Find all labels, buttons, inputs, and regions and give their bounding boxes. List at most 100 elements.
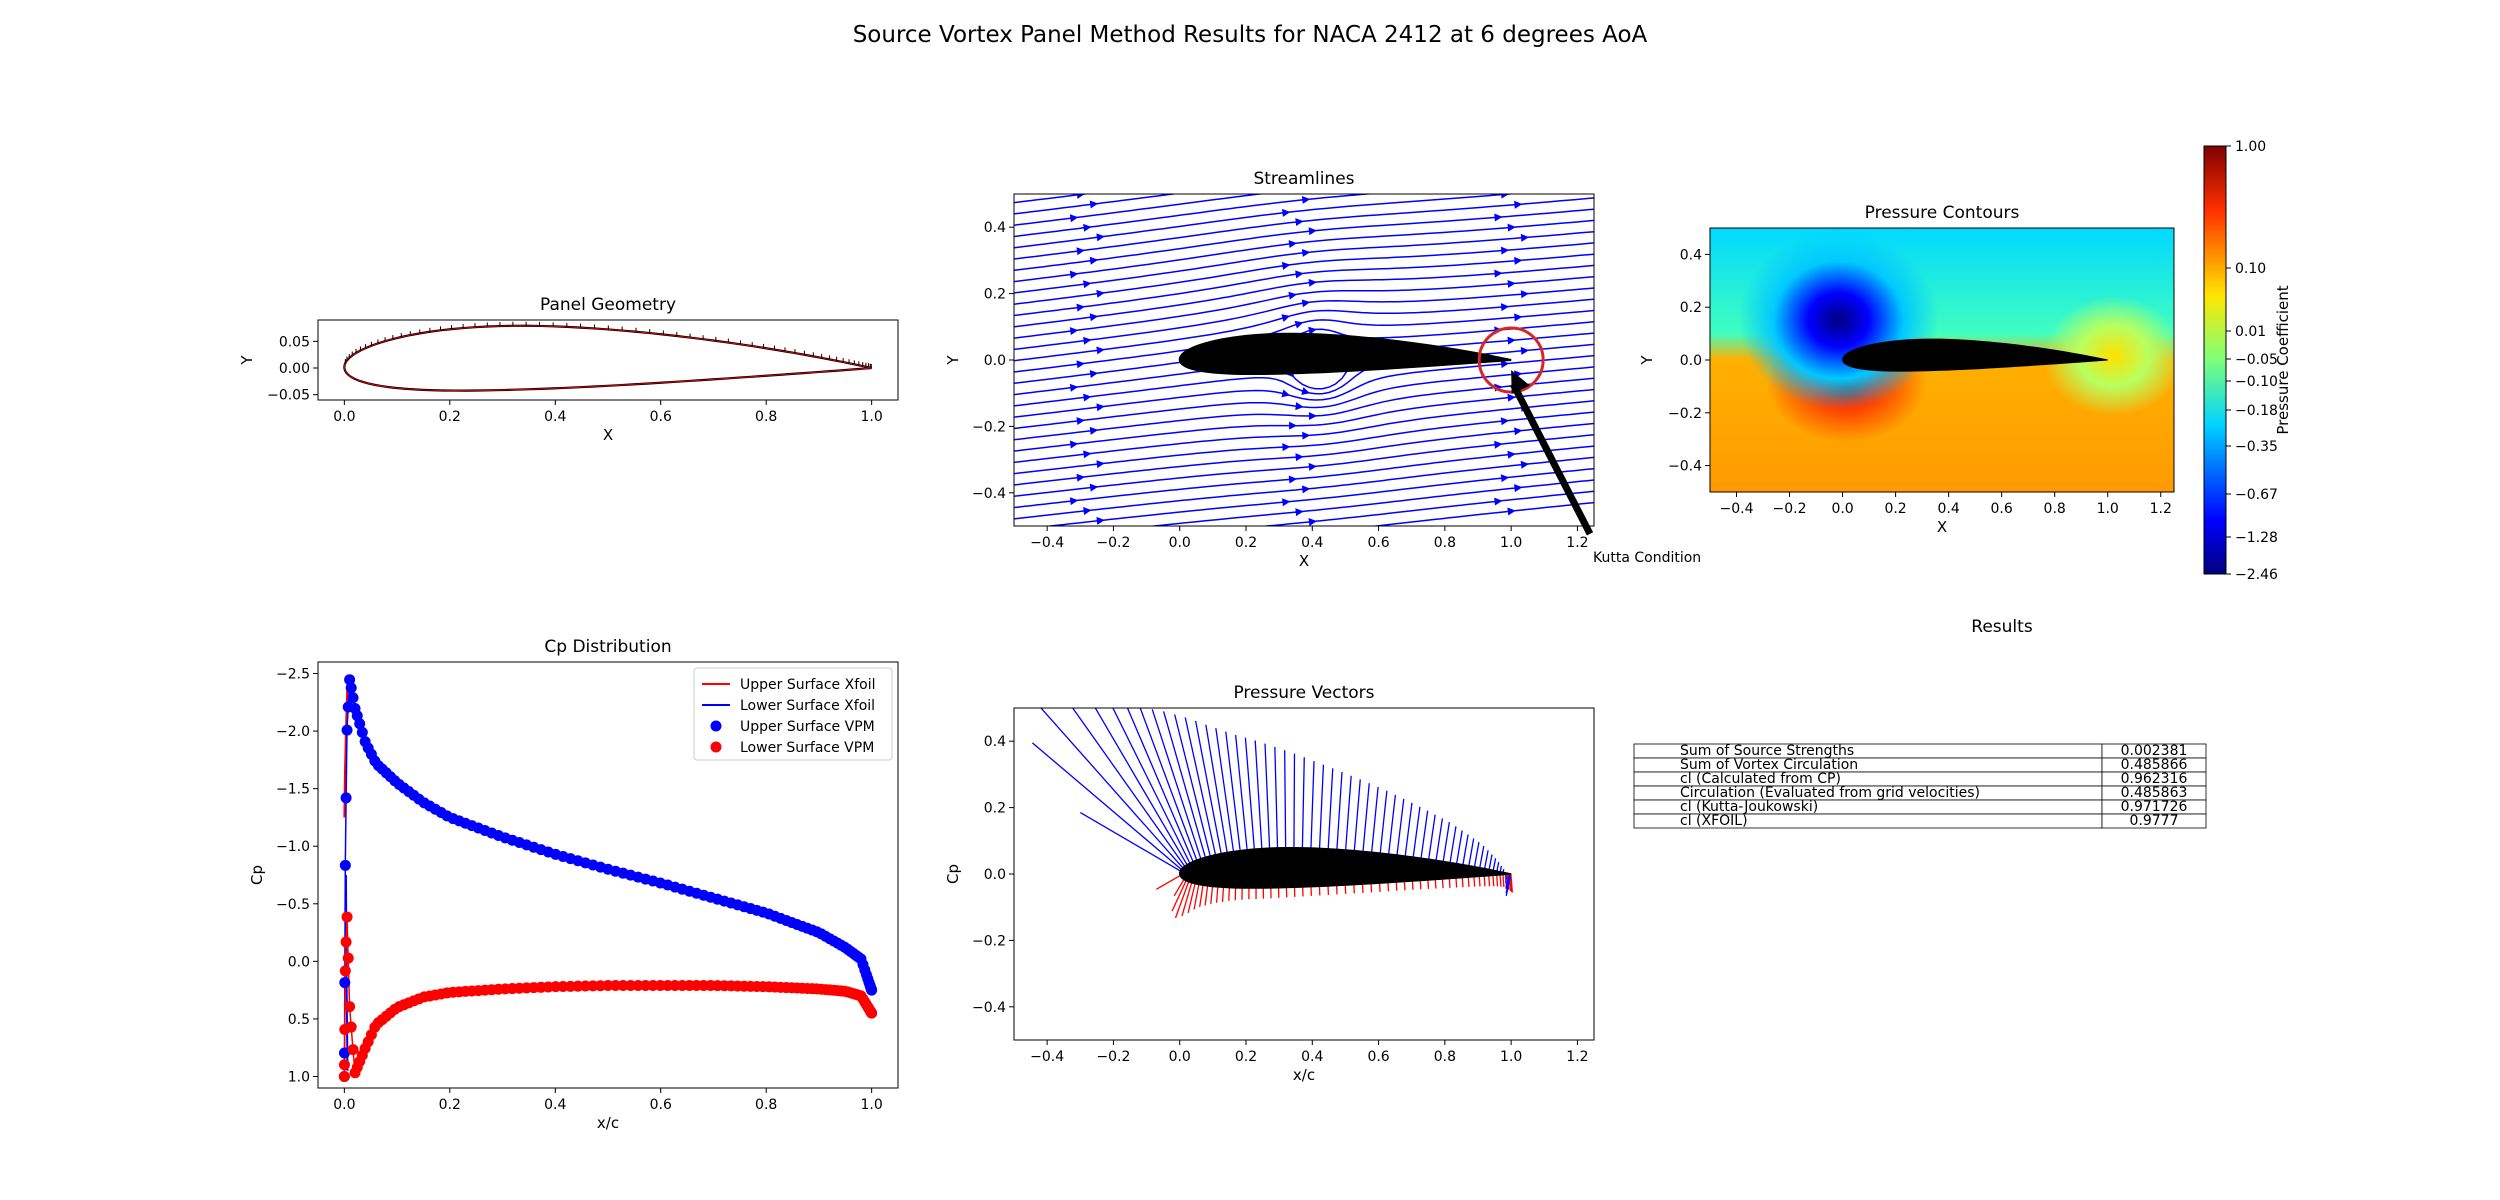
cp-vpm-lower-point [340,936,352,948]
pressure-vector-lower [1510,873,1513,893]
cp-legend-box [693,667,893,761]
kutta-arrow-head [1511,370,1530,395]
streamline-arrow [1301,485,1311,494]
streamline-arrow [1289,421,1298,430]
results-title: Results [1971,617,2033,637]
streamline-arrow [1507,112,1515,120]
streamline-arrow [1288,291,1297,300]
cp-distribution-xtick-label: 0.4 [544,1097,566,1113]
pressure-vectors-ylabel: Cp [944,864,962,884]
pressure-vectors-ytick-label: 0.0 [984,867,1006,883]
cp-distribution-ytick-label: 1.0 [288,1069,310,1085]
streamline-arrow [1494,497,1503,506]
cp-legend-label: Lower Surface Xfoil [740,698,875,714]
streamline-arrow [1288,475,1298,484]
streamline-arrow [1083,450,1092,459]
pressure-vectors-xtick-label: −0.4 [1030,1049,1064,1065]
pressure-contours-xtick-label: 1.0 [2097,501,2119,517]
pressure-vectors-ytick-label: 0.2 [984,801,1006,817]
pressure-contours-ytick-label: 0.0 [1680,353,1702,369]
pressure-vector-upper [1031,742,1182,870]
pressure-vector-upper [1362,783,1370,852]
streamline-arrow [1090,144,1098,152]
streamline-arrow [1308,462,1317,471]
panel-geometry-xtick-label: 1.0 [861,409,883,425]
streamlines-xtick-label: −0.4 [1030,535,1064,551]
pressure-vector-lower [1215,886,1219,903]
streamlines-ytick-label: −0.2 [972,419,1006,435]
pressure-vector-upper [1301,757,1305,848]
cp-distribution-ytick-label: 0.0 [288,954,310,970]
cp-vpm-lower-point [341,911,353,923]
streamline-arrow [1507,279,1516,288]
cp-vpm-upper-point [866,984,878,996]
streamlines-xtick-label: 0.6 [1367,535,1389,551]
pressure-vector-upper [1264,743,1271,849]
cp-distribution-title: Cp Distribution [544,637,671,657]
streamline-arrow [1308,517,1317,526]
streamline-arrow [1076,417,1085,426]
streamline [1014,445,1594,509]
colorbar-tick-label: −1.28 [2235,530,2278,546]
streamline-arrow [1507,507,1516,516]
cp-distribution-ytick-label: −1.5 [276,782,310,798]
cp-vpm-upper-point [338,1047,350,1059]
streamline-arrow [1076,303,1085,312]
streamline-arrow [1308,412,1317,421]
pressure-vector-lower [1502,874,1505,887]
streamline-arrow [1501,194,1510,199]
streamline-arrow [1301,195,1311,204]
colorbar [2203,145,2227,575]
panel-geometry-xtick-label: 0.0 [333,409,355,425]
pressure-contours-xtick-label: 0.0 [1831,501,1853,517]
pressure-vector-lower [1496,875,1499,887]
streamline-arrow [1089,256,1099,265]
pressure-vector-lower [1473,876,1476,887]
panel-geometry-frame [317,319,899,401]
colorbar-tick-label: −2.46 [2235,567,2278,583]
results-row-label: Circulation (Evaluated from grid velocit… [1680,785,1980,801]
streamline-arrow [1282,498,1291,507]
streamline [1014,194,1518,249]
pressure-vector-upper [1442,822,1451,862]
pressure-vector-upper [1371,786,1379,853]
pressure-vector-lower [1427,879,1430,889]
panel-geometry-xtick-label: 0.4 [544,409,566,425]
pressure-contours-xtick-label: 0.2 [1884,501,1906,517]
streamline-arrow [1089,200,1099,209]
cp-distribution-xtick-label: 1.0 [861,1097,883,1113]
airfoil-body [1178,332,1512,376]
streamline-arrow [1514,484,1523,493]
streamline-arrow [1089,313,1099,322]
pressure-contours-ytick-label: 0.4 [1680,247,1702,263]
colorbar-tick-label: −0.67 [2235,487,2278,503]
pressure-vector-lower [1403,881,1406,891]
streamline-arrow [1494,158,1502,166]
pressure-vector-lower [1461,877,1464,888]
streamline-arrow [1514,313,1523,322]
pressure-vectors-xtick-label: −0.2 [1096,1049,1130,1065]
pressure-vector-lower [1228,887,1231,901]
streamline-arrow [1500,417,1510,426]
streamline-arrow [1096,516,1105,525]
pressure-vector-lower [1204,885,1209,906]
pressure-vector-upper [1499,865,1503,872]
streamline-arrow [1069,497,1079,506]
cp-distribution-ytick-label: 0.5 [288,1012,310,1028]
streamline-arrow [1520,460,1530,469]
panel-geometry-xtick-label: 0.2 [439,409,461,425]
pressure-vector-lower [1441,878,1444,889]
cp-distribution-ytick-label: −2.0 [276,724,310,740]
streamline-arrow [1302,431,1311,440]
streamlines-xtick-label: 0.0 [1169,535,1191,551]
streamline-arrow [1069,440,1079,449]
pressure-vectors-xtick-label: 0.4 [1301,1049,1323,1065]
results-row-value: 0.485866 [2121,757,2188,773]
pressure-vector-upper [1327,768,1334,849]
colorbar-label: Pressure Coefficient [2274,285,2292,434]
pressure-vector-lower [1499,874,1502,887]
streamline-arrow [1089,426,1099,435]
streamline-arrow [1069,214,1079,223]
cp-legend: Upper Surface Xfoil Lower Surface Xfoil Up… [693,667,893,761]
pressure-vector-lower [1370,883,1373,893]
